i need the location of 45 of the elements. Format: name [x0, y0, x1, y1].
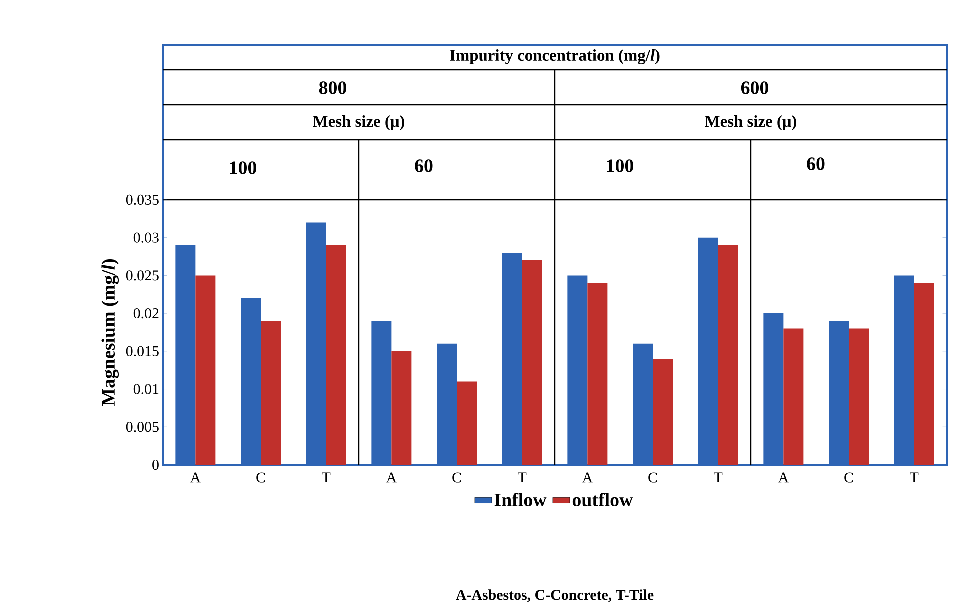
bar	[849, 328, 870, 465]
y-axis-title: Magnesium (mg/l)	[102, 259, 120, 406]
bar	[261, 321, 282, 465]
y-tick-label: 0	[152, 460, 159, 470]
bar	[914, 283, 934, 465]
x-tick-label: T	[910, 472, 919, 483]
text: 800	[319, 82, 346, 94]
text: 100	[607, 160, 634, 172]
x-tick-label: T	[714, 472, 723, 483]
text: 60	[807, 158, 825, 170]
x-tick-label: C	[648, 472, 658, 483]
x-tick-label: A	[778, 472, 789, 483]
x-tick-label: C	[256, 472, 266, 483]
y-tick-label: 0.035	[126, 194, 159, 206]
y-tick-label: 0.005	[126, 422, 159, 432]
x-tick-label: T	[322, 472, 331, 483]
legend-label: Inflow	[494, 493, 547, 507]
x-tick-label: C	[452, 472, 462, 483]
x-tick-label: A	[582, 472, 593, 483]
bar	[392, 351, 412, 465]
text: 60	[415, 160, 433, 172]
y-tick-label: 0.03	[134, 232, 159, 243]
x-tick-label: T	[518, 472, 527, 483]
bar	[784, 328, 804, 465]
bar	[196, 276, 216, 465]
y-tick-label: 0.025	[126, 270, 159, 281]
bar	[653, 358, 674, 465]
x-tick-label: A	[386, 472, 397, 483]
bar	[457, 382, 478, 465]
text: Mesh size (μ)	[705, 116, 796, 130]
bar	[326, 245, 346, 465]
bar	[522, 260, 542, 465]
text: 100	[230, 162, 256, 174]
y-tick-label: 0.01	[134, 384, 159, 394]
text: Mesh size (μ)	[313, 116, 404, 130]
y-tick-label: 0.02	[134, 308, 159, 319]
bar	[588, 283, 608, 465]
legend-label: outflow	[572, 493, 634, 507]
text: Impurity concentration (mg/l)	[450, 49, 660, 64]
bar	[718, 245, 738, 465]
x-tick-label: C	[844, 472, 854, 483]
text: 600	[741, 82, 768, 94]
x-tick-label: A	[190, 472, 201, 483]
text: A-Asbestos, C-Concrete, T-Tile	[456, 590, 654, 602]
y-tick-label: 0.015	[126, 346, 159, 356]
